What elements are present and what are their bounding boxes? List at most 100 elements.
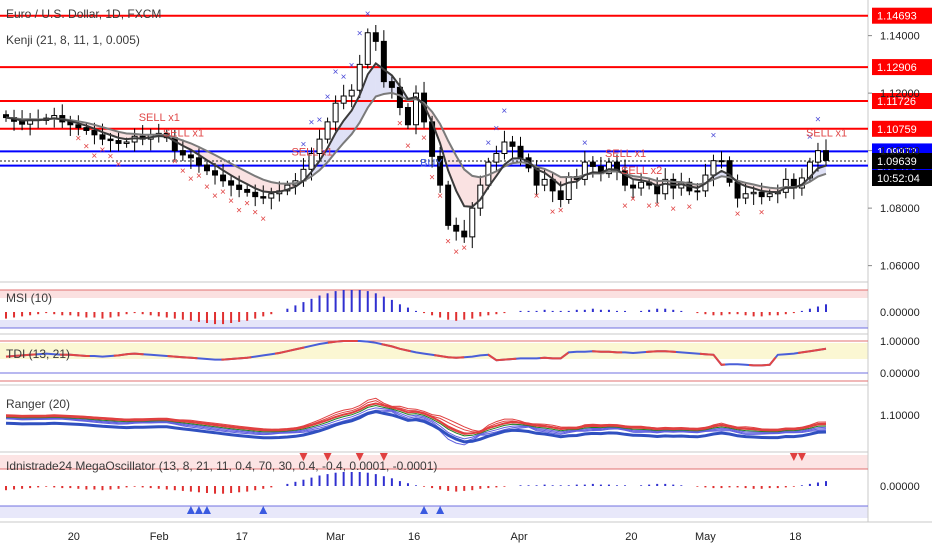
buy-x-marker: × <box>325 92 331 103</box>
buy-x-marker: × <box>710 131 716 142</box>
sell-x-marker: × <box>220 187 226 198</box>
cloud-segment <box>319 147 328 171</box>
sell-x-marker: × <box>236 205 242 216</box>
sell-x-marker: × <box>99 145 105 156</box>
sell-x-marker: × <box>453 247 459 258</box>
candle-body <box>509 141 516 147</box>
mega-sell-triangle <box>789 453 798 461</box>
candle-body <box>694 190 701 193</box>
mega-buy-triangle <box>186 506 195 514</box>
candle-body <box>445 184 452 226</box>
candle-body <box>710 160 717 176</box>
sell-x-marker: × <box>405 141 411 152</box>
signal-label: BUY <box>420 157 443 169</box>
sell-x-marker: × <box>116 159 122 170</box>
level-tag <box>872 120 932 137</box>
signal-label: SELL x1 <box>163 128 204 140</box>
candle-body <box>316 138 323 154</box>
sell-x-marker: × <box>91 151 97 162</box>
sell-x-marker: × <box>429 172 435 183</box>
candle-body <box>380 40 387 83</box>
sell-x-marker: × <box>421 133 427 144</box>
mega-sell-triangle <box>379 453 388 461</box>
candle-body <box>750 191 757 195</box>
candle-body <box>107 138 114 142</box>
candle-body <box>581 161 588 180</box>
sell-x-marker: × <box>252 208 258 219</box>
buy-x-marker: × <box>308 118 314 129</box>
sell-x-marker: × <box>212 191 218 202</box>
price-tick-label: 1.12000 <box>880 88 920 100</box>
candle-body <box>453 224 460 232</box>
cloud-segment <box>552 172 561 186</box>
mega-buy-triangle <box>202 506 211 514</box>
candle-body <box>364 32 371 65</box>
candle-body <box>404 107 411 126</box>
mega-sell-triangle <box>323 453 332 461</box>
candle-body <box>469 207 476 238</box>
candle-body <box>541 178 548 186</box>
sell-x-marker: × <box>108 152 114 163</box>
ranger-band-line <box>5 409 827 443</box>
mega-sell-triangle <box>299 453 308 461</box>
cloud-segment <box>327 132 336 163</box>
sell-x-marker: × <box>204 182 210 193</box>
cloud-segment <box>255 176 264 192</box>
candle-body <box>348 89 355 97</box>
sell-x-marker: × <box>445 236 451 247</box>
cloud-segment <box>263 179 272 193</box>
mega-buy-triangle <box>436 506 445 514</box>
candle-body <box>823 150 829 161</box>
buy-x-marker: × <box>357 28 363 39</box>
sell-x-marker: × <box>735 209 741 220</box>
level-bands <box>0 290 868 518</box>
sell-x-marker: × <box>397 119 403 130</box>
sell-x-marker: × <box>188 174 194 185</box>
buy-x-marker: × <box>341 72 347 83</box>
cloud-segment <box>367 63 376 108</box>
buy-x-marker: × <box>365 9 371 20</box>
tdi-tick-label: 0.00000 <box>880 368 920 380</box>
sell-x-marker: × <box>83 142 89 153</box>
candle-body <box>324 121 331 140</box>
sell-x-marker: × <box>244 198 250 209</box>
sell-x-marker: × <box>550 207 556 218</box>
sell-x-marker: × <box>461 243 467 254</box>
candle-body <box>220 174 227 182</box>
candle-body <box>734 181 741 199</box>
candle-body <box>565 176 572 200</box>
sell-x-marker: × <box>172 157 178 168</box>
sell-x-marker: × <box>686 202 692 213</box>
cloud-segment <box>271 182 280 193</box>
ranger-band-line <box>5 411 827 446</box>
ranger-tick-label: 1.10000 <box>880 410 920 422</box>
time-tick-label: Apr <box>511 531 528 543</box>
candle-body <box>742 193 749 199</box>
cloud-segment <box>464 169 473 207</box>
buy-x-marker: × <box>582 138 588 149</box>
candle-body <box>782 178 789 193</box>
candle-body <box>372 32 379 42</box>
candle-body <box>260 196 267 199</box>
sell-x-marker: × <box>228 196 234 207</box>
candle-body <box>212 170 219 176</box>
time-axis: 20 Feb 17 Mar 16 Apr 20 May 18 <box>68 531 802 543</box>
sell-x-marker: × <box>75 134 81 145</box>
countdown-tag <box>872 170 932 187</box>
candle-body <box>718 160 725 163</box>
last-price-label: 1.09639 <box>877 156 917 168</box>
mega-lower-band <box>0 506 868 518</box>
sell-x-marker: × <box>646 201 652 212</box>
candle-body <box>662 178 669 195</box>
candle-body <box>557 190 564 200</box>
ranger-lower-line <box>5 409 827 444</box>
buy-x-marker: × <box>807 132 813 143</box>
price-tick-label: 1.14000 <box>880 31 920 43</box>
tdi-band <box>0 343 868 359</box>
candle-body <box>244 188 251 193</box>
candle-body <box>356 63 363 91</box>
cloud-segment <box>440 124 449 171</box>
buy-x-marker: × <box>349 60 355 71</box>
level-tag <box>872 7 932 24</box>
